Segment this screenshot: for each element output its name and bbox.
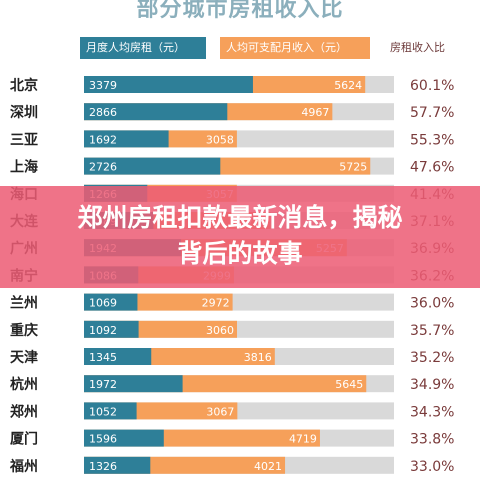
rent-value-label: 1326: [89, 460, 117, 473]
city-label: 三亚: [10, 132, 38, 148]
ratio-value-label: 47.6%: [410, 160, 454, 176]
rent-value-label: 1345: [89, 351, 117, 364]
rent-value-label: 1692: [89, 133, 117, 146]
ratio-value-label: 35.2%: [410, 350, 454, 366]
income-value-label: 2972: [202, 297, 230, 310]
income-value-label: 3816: [244, 351, 272, 364]
rent-bar: [84, 375, 183, 393]
income-value-label: 5645: [335, 378, 363, 391]
headline-line-1: 郑州房租扣款最新消息，揭秘: [77, 203, 403, 232]
rent-value-label: 3379: [89, 79, 117, 92]
rent-bar: [84, 456, 151, 474]
rent-bar: [84, 429, 164, 447]
legend-income: 人均可支配月收入（元）: [220, 37, 370, 59]
headline-text: 郑州房租扣款最新消息，揭秘 背后的故事: [0, 200, 480, 272]
city-label: 深圳: [10, 104, 38, 121]
city-label: 天津: [10, 349, 38, 366]
rent-bar: [84, 320, 139, 338]
city-label: 北京: [10, 77, 38, 94]
city-label: 兰州: [10, 295, 38, 312]
rent-bar: [84, 157, 221, 175]
rent-bar: [84, 76, 253, 93]
headline-banner: 郑州房租扣款最新消息，揭秘 背后的故事: [0, 186, 480, 288]
city-label: 重庆: [10, 322, 38, 339]
rent-value-label: 1092: [89, 324, 117, 337]
income-value-label: 4719: [289, 433, 317, 446]
headline-line-2: 背后的故事: [177, 239, 303, 268]
income-value-label: 3060: [206, 324, 234, 337]
rent-bar: [84, 348, 152, 365]
city-label: 郑州: [10, 403, 38, 420]
income-value-label: 5624: [334, 79, 362, 92]
ratio-value-label: 34.3%: [410, 404, 454, 420]
city-label: 杭州: [10, 376, 38, 393]
rent-value-label: 1972: [89, 378, 117, 391]
rent-value-label: 1596: [89, 433, 117, 446]
income-value-label: 5725: [339, 161, 367, 174]
rent-value-label: 1052: [89, 405, 117, 418]
rent-bar: [84, 402, 137, 420]
city-label: 厦门: [10, 431, 38, 448]
income-value-label: 3058: [206, 133, 234, 146]
rent-value-label: 2866: [89, 106, 117, 119]
ratio-value-label: 34.9%: [410, 377, 454, 393]
rent-bar: [84, 130, 169, 148]
income-value-label: 3067: [206, 405, 234, 418]
ratio-value-label: 60.1%: [410, 78, 454, 94]
city-label: 福州: [9, 458, 38, 475]
chart-title: 部分城市房租收入比: [136, 0, 344, 22]
legend-rent: 月度人均房租（元）: [80, 37, 206, 59]
ratio-value-label: 55.3%: [410, 132, 454, 148]
ratio-value-label: 33.0%: [410, 459, 454, 475]
ratio-value-label: 36.0%: [410, 296, 454, 312]
city-label: 上海: [10, 159, 38, 176]
rent-value-label: 2726: [89, 161, 117, 174]
ratio-value-label: 33.8%: [410, 432, 454, 448]
income-value-label: 4021: [254, 460, 282, 473]
ratio-value-label: 35.7%: [410, 323, 454, 339]
income-value-label: 4967: [301, 106, 329, 119]
rent-value-label: 1069: [89, 297, 117, 310]
rent-bar: [84, 103, 228, 121]
legend-ratio: 房租收入比: [390, 41, 445, 54]
rent-bar: [84, 293, 138, 311]
ratio-value-label: 57.7%: [410, 105, 454, 121]
